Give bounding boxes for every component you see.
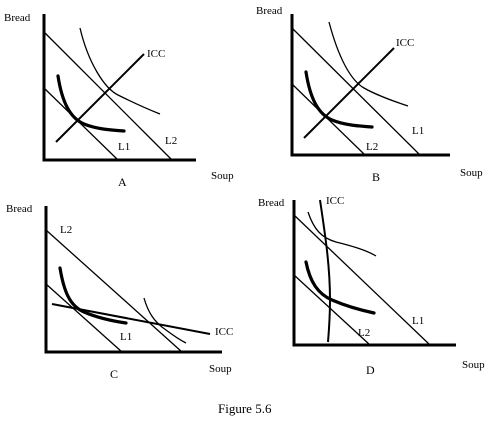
panel-c-l1-label: L1 <box>120 331 132 343</box>
panel-d-indifference-curve-lower <box>304 260 376 315</box>
panel-d-letter: D <box>366 363 375 377</box>
panel-b-l2-label: L2 <box>366 141 378 153</box>
panel-b-budget-line-l1 <box>291 27 421 156</box>
panel-d-axes <box>292 200 456 347</box>
panel-c-budget-line-l2 <box>45 229 183 353</box>
panel-d-icc-label: ICC <box>326 195 344 207</box>
panel-d-budget-line-l2 <box>293 274 371 346</box>
panel-a-l1-label: L1 <box>118 141 130 153</box>
panel-b: Bread ICC L2 L1 B Soup <box>256 5 483 184</box>
panel-c-x-axis-label: Soup <box>209 363 232 375</box>
panel-a-axes <box>42 14 196 162</box>
panel-c: Bread L2 L1 ICC C Soup <box>6 203 233 381</box>
panel-b-x-axis-label: Soup <box>460 167 483 179</box>
panel-b-indifference-curve-upper <box>328 21 409 107</box>
panel-b-y-axis-label: Bread <box>256 5 283 17</box>
panel-b-axes <box>290 14 450 157</box>
panel-a-letter: A <box>118 175 127 189</box>
panel-c-icc-label: ICC <box>215 326 233 338</box>
panel-b-l1-label: L1 <box>412 125 424 137</box>
panel-d-indifference-curve-upper <box>307 211 377 257</box>
panel-a-indifference-curve-lower <box>56 74 126 133</box>
panel-b-letter: B <box>372 170 380 184</box>
panel-d-budget-line-l1 <box>293 214 431 346</box>
panel-c-l2-label: L2 <box>60 224 72 236</box>
panel-a-l2-label: L2 <box>165 135 177 147</box>
panel-b-icc-label: ICC <box>396 37 414 49</box>
panel-c-y-axis-label: Bread <box>6 203 33 215</box>
panel-a-budget-line-l2 <box>43 31 173 161</box>
figure-caption: Figure 5.6 <box>218 401 272 416</box>
panel-d-l1-label: L1 <box>412 315 424 327</box>
panel-c-indifference-curve-lower <box>58 266 128 325</box>
panel-c-axes <box>44 206 222 354</box>
panel-a-income-consumption-curve <box>55 53 145 143</box>
panel-d-y-axis-label: Bread <box>258 197 285 209</box>
panel-c-letter: C <box>110 367 118 381</box>
panel-a-indifference-curve-upper <box>79 27 161 115</box>
panel-a-icc-label: ICC <box>147 48 165 60</box>
panel-d-income-consumption-curve <box>319 199 332 343</box>
panel-d: Bread ICC L2 L1 D Soup <box>258 195 485 377</box>
panel-d-x-axis-label: Soup <box>462 359 485 371</box>
panel-a: Bread ICC L1 L2 A Soup <box>4 12 234 189</box>
panel-d-l2-label: L2 <box>358 327 370 339</box>
panel-a-y-axis-label: Bread <box>4 12 31 24</box>
panel-a-x-axis-label: Soup <box>211 170 234 182</box>
panel-b-indifference-curve-lower <box>304 70 374 129</box>
panel-b-income-consumption-curve <box>303 47 395 139</box>
panel-c-indifference-curve-upper <box>143 297 187 344</box>
panel-c-budget-line-l1 <box>45 283 123 353</box>
